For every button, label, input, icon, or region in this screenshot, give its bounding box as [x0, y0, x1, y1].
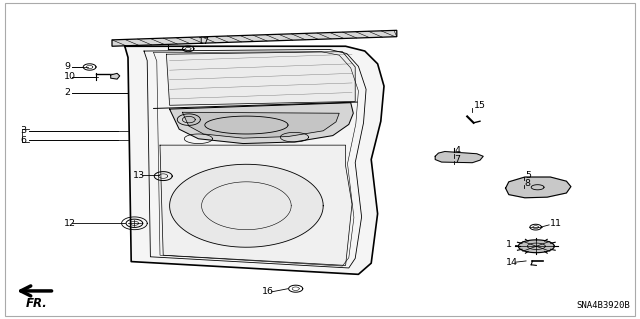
Polygon shape — [182, 112, 339, 138]
Text: 13: 13 — [133, 171, 145, 180]
Polygon shape — [112, 30, 397, 46]
Text: 12: 12 — [64, 219, 76, 228]
Polygon shape — [166, 52, 355, 105]
Text: 4: 4 — [454, 146, 460, 155]
Polygon shape — [506, 177, 571, 198]
Polygon shape — [518, 240, 554, 253]
Polygon shape — [170, 103, 353, 144]
Text: 1: 1 — [506, 241, 511, 249]
Text: SNA4B3920B: SNA4B3920B — [577, 301, 630, 310]
Text: 7: 7 — [454, 155, 460, 164]
Text: 8: 8 — [525, 179, 531, 188]
Text: 9: 9 — [64, 63, 70, 71]
Text: FR.: FR. — [26, 297, 48, 310]
Text: 3: 3 — [20, 126, 27, 135]
Text: 14: 14 — [506, 258, 518, 267]
Text: 15: 15 — [474, 101, 486, 110]
Text: 10: 10 — [64, 72, 76, 81]
Text: 17: 17 — [198, 37, 211, 46]
Text: 2: 2 — [64, 88, 70, 97]
Polygon shape — [111, 73, 120, 79]
Polygon shape — [435, 152, 483, 163]
Polygon shape — [125, 46, 384, 274]
Text: 6: 6 — [20, 136, 26, 145]
Text: 11: 11 — [550, 219, 563, 228]
Text: 5: 5 — [525, 171, 531, 180]
Polygon shape — [170, 164, 323, 247]
Polygon shape — [160, 145, 352, 265]
Text: 16: 16 — [262, 287, 275, 296]
